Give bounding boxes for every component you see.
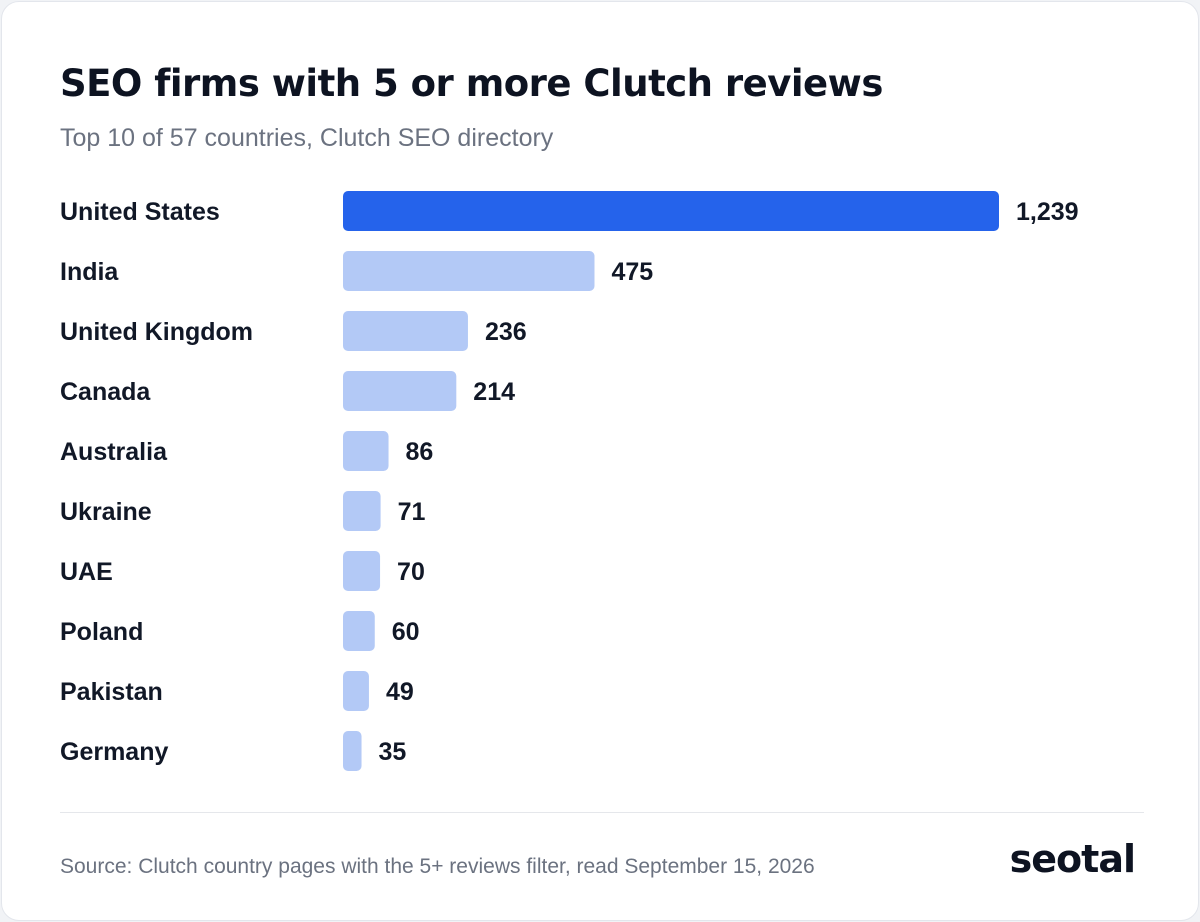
value-label-pakistan: 49: [386, 678, 414, 706]
category-label-uae: UAE: [60, 558, 113, 586]
category-label-pakistan: Pakistan: [60, 678, 163, 706]
bar-poland: [343, 611, 375, 651]
value-label-poland: 60: [392, 618, 420, 646]
value-label-india: 475: [611, 258, 653, 286]
value-label-united-kingdom: 236: [485, 318, 527, 346]
category-label-ukraine: Ukraine: [60, 498, 152, 526]
category-label-poland: Poland: [60, 618, 143, 646]
value-label-uae: 70: [397, 558, 425, 586]
bar-india: [343, 251, 595, 291]
category-label-india: India: [60, 258, 119, 286]
value-label-canada: 214: [473, 378, 515, 406]
bar-ukraine: [343, 491, 381, 531]
bar-germany: [343, 731, 362, 771]
category-label-united-kingdom: United Kingdom: [60, 318, 253, 346]
bar-chart: United States 1,239 India 475 United Kingdom…: [60, 191, 1079, 771]
bar-united-states: [343, 191, 999, 231]
chart-subtitle: Top 10 of 57 countries, Clutch SEO direc…: [60, 124, 554, 152]
value-label-germany: 35: [379, 738, 407, 766]
value-label-australia: 86: [406, 438, 434, 466]
footer-divider: [60, 812, 1144, 813]
value-label-ukraine: 71: [398, 498, 426, 526]
bar-uae: [343, 551, 381, 591]
category-label-germany: Germany: [60, 738, 168, 766]
bar-pakistan: [343, 671, 369, 711]
brand-logo: seotal: [1009, 837, 1136, 881]
bar-australia: [343, 431, 389, 471]
bar-canada: [343, 371, 457, 411]
category-label-canada: Canada: [60, 378, 151, 406]
chart-title: SEO firms with 5 or more Clutch reviews: [60, 62, 883, 105]
category-label-united-states: United States: [60, 198, 220, 226]
source-note: Source: Clutch country pages with the 5+…: [60, 855, 815, 878]
value-label-united-states: 1,239: [1016, 198, 1079, 226]
category-label-australia: Australia: [60, 438, 168, 466]
bar-united-kingdom: [343, 311, 468, 351]
